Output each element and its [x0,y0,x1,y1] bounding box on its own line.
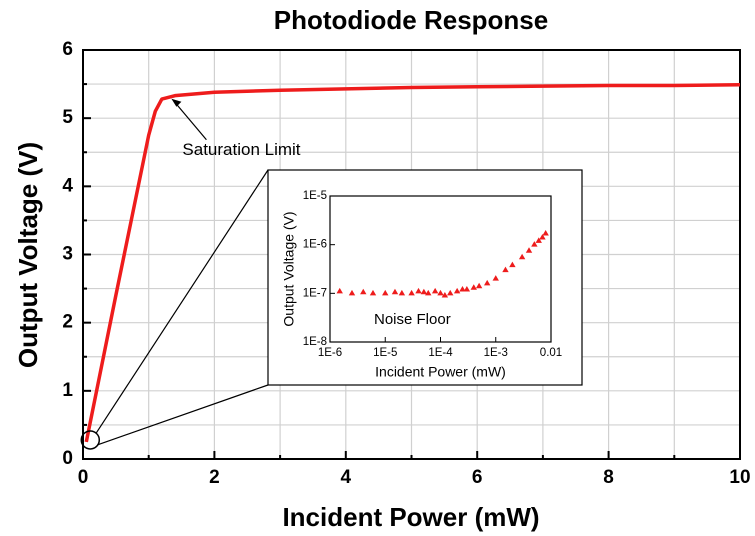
y-axis-label: Output Voltage (V) [13,142,43,368]
x-tick-label: 6 [472,467,483,488]
data-point [453,287,461,294]
data-point [431,287,439,294]
data-point [360,288,367,295]
zoom-connector [95,169,269,434]
x-axis-label: Incident Power (mW) [282,502,539,532]
data-point [382,289,389,296]
annotation: Saturation Limit [182,140,300,159]
data-point [425,289,432,296]
zoom-circle [80,430,101,450]
inset-background [267,169,583,386]
x-tick-label: 0 [78,467,89,488]
data-point [408,289,415,296]
data-point [470,284,477,290]
data-point [447,289,454,296]
inset-x-label: Incident Power (mW) [375,364,506,380]
data-point [336,287,343,294]
data-point [441,292,449,298]
data-point [398,289,406,296]
y-tick-label: 1E-7 [303,287,327,299]
x-tick-label: 2 [209,467,220,488]
y-tick-label: 4 [62,175,73,196]
x-tick-label: 10 [729,467,750,488]
data-point [420,288,428,295]
inset-annotation: Noise Floor [374,311,451,328]
y-tick-label: 3 [62,244,73,265]
data-point [539,234,546,240]
data-point [459,285,466,292]
y-tick-label: 5 [62,107,73,128]
data-point [518,253,526,260]
arrow-head [171,98,182,107]
data-point [415,287,422,294]
data-point [525,247,533,253]
x-tick-label: 1E-6 [318,347,342,359]
x-tick-label: 1E-3 [484,347,508,359]
y-tick-label: 1E-8 [303,336,327,348]
x-tick-label: 0.01 [540,347,562,359]
data-point [391,288,399,295]
y-tick-label: 1 [62,380,73,401]
data-point [542,229,549,236]
data-point [348,289,356,296]
data-point [492,275,499,281]
data-point [437,289,444,296]
x-tick-label: 4 [341,467,352,488]
data-point [369,289,377,296]
x-tick-label: 1E-4 [428,347,453,359]
data-point [531,241,538,247]
data-point [463,285,471,292]
data-point [502,266,509,273]
x-tick-label: 1E-5 [373,347,397,359]
data-point [483,279,491,286]
y-tick-label: 1E-6 [303,239,327,251]
inset-y-label: Output Voltage (V) [281,211,297,326]
y-tick-label: 0 [62,448,73,469]
x-tick-label: 8 [603,467,614,488]
annotation-arrow [173,101,207,141]
zoom-connector [97,384,269,446]
data-line [84,83,741,443]
data-point [475,282,483,289]
data-point [535,237,542,243]
chart-title: Photodiode Response [274,5,548,35]
y-tick-label: 1E-5 [303,190,327,202]
y-tick-label: 2 [62,312,73,333]
data-point [509,261,516,268]
y-tick-label: 6 [62,39,73,60]
